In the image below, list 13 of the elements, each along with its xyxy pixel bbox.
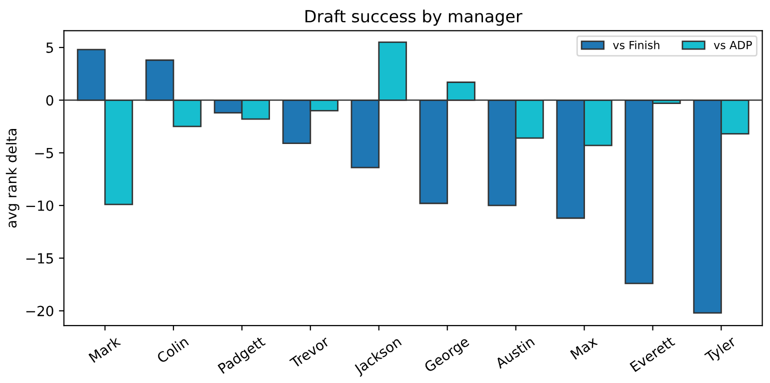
- y-tick-label: 5: [46, 42, 53, 53]
- y-tick-label: −20: [26, 306, 54, 316]
- chart-title: Draft success by manager: [306, 10, 522, 26]
- y-tick-label: −15: [26, 253, 53, 264]
- y-tick-label: 0: [46, 95, 54, 106]
- x-tick-label: Max: [570, 336, 598, 360]
- y-axis-title: avg rank delta: [6, 129, 20, 228]
- x-tick-label: Colin: [156, 336, 190, 364]
- legend-label: vs ADP: [714, 40, 752, 50]
- y-tick-label: −5: [35, 148, 53, 158]
- x-tick-label: Tyler: [704, 335, 738, 366]
- y-tick-label: −10: [26, 200, 54, 211]
- legend-label: vs Finish: [613, 40, 660, 50]
